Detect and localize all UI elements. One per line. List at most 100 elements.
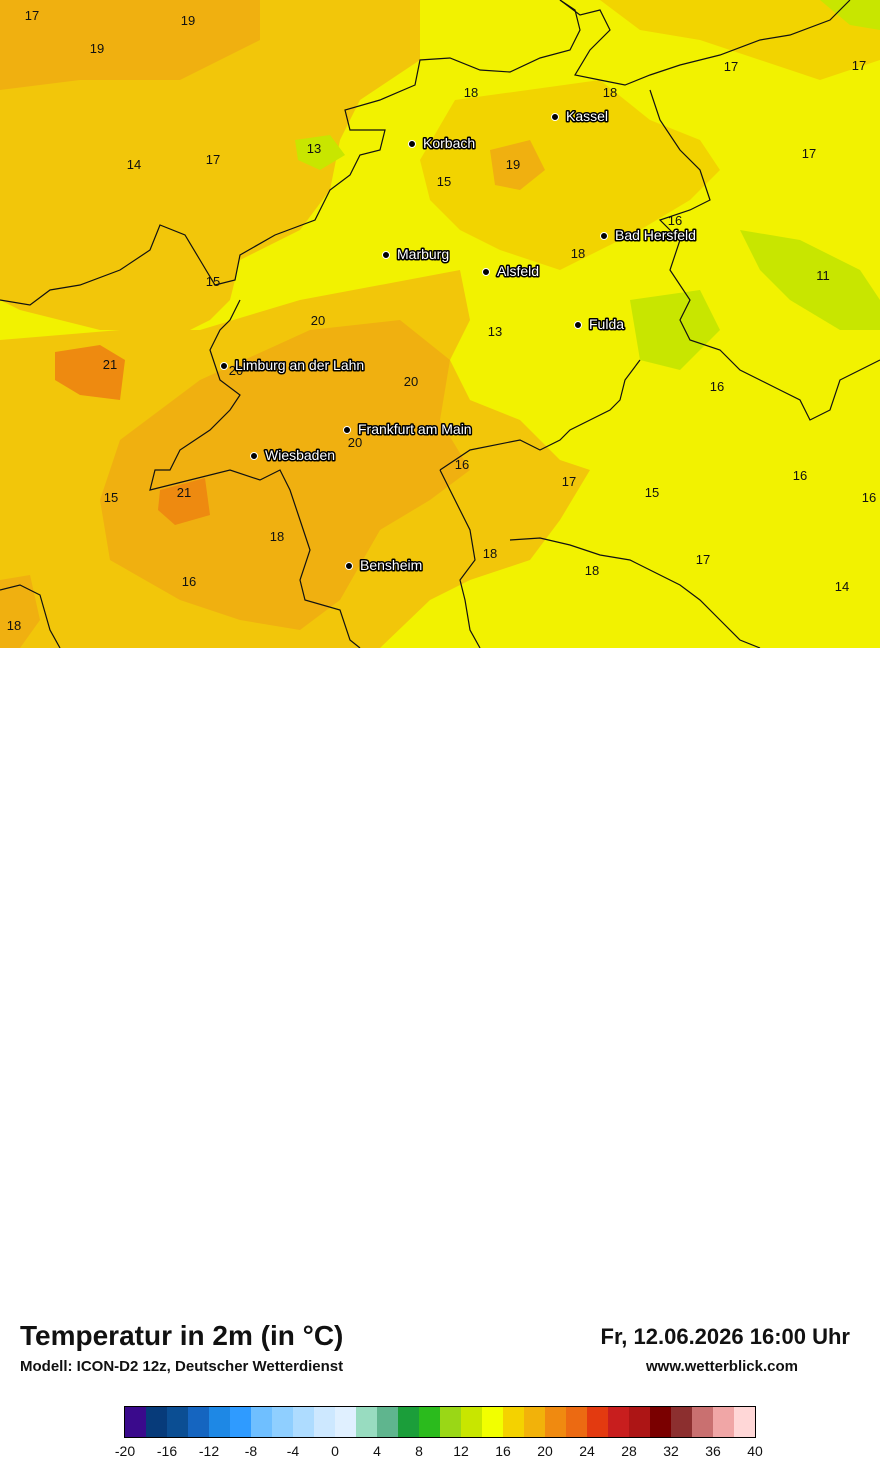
color-swatch xyxy=(314,1407,335,1437)
city-marker[interactable]: Bensheim xyxy=(345,556,424,575)
city-dot xyxy=(482,268,490,276)
temperature-value: 19 xyxy=(90,41,104,56)
color-swatch xyxy=(398,1407,419,1437)
scale-tick-label: 28 xyxy=(621,1443,637,1459)
city-dot xyxy=(250,452,258,460)
temperature-value: 14 xyxy=(835,579,849,594)
city-label: Wiesbaden xyxy=(265,447,335,463)
scale-tick-label: 0 xyxy=(331,1443,339,1459)
state-borders xyxy=(0,0,880,648)
temperature-value: 17 xyxy=(802,146,816,161)
city-label: Frankfurt am Main xyxy=(358,421,472,437)
color-swatch xyxy=(209,1407,230,1437)
city-marker[interactable]: Korbach xyxy=(408,134,477,153)
scale-tick-label: -4 xyxy=(286,1443,300,1459)
temperature-value: 15 xyxy=(104,490,118,505)
color-swatch xyxy=(419,1407,440,1437)
color-swatch xyxy=(524,1407,545,1437)
temperature-value: 17 xyxy=(724,59,738,74)
temperature-value: 15 xyxy=(206,274,220,289)
temperature-value: 18 xyxy=(603,85,617,100)
city-dot xyxy=(382,251,390,259)
color-swatch xyxy=(629,1407,650,1437)
temperature-value: 18 xyxy=(585,563,599,578)
temperature-value: 19 xyxy=(506,157,520,172)
city-marker[interactable]: Frankfurt am Main xyxy=(343,420,473,439)
temperature-value: 17 xyxy=(696,552,710,567)
color-swatch xyxy=(692,1407,713,1437)
scale-tick-label: 24 xyxy=(579,1443,595,1459)
color-scale-legend xyxy=(124,1406,756,1438)
city-dot xyxy=(345,562,353,570)
color-swatch xyxy=(293,1407,314,1437)
city-marker[interactable]: Limburg an der Lahn xyxy=(220,356,366,375)
color-swatch xyxy=(734,1407,755,1437)
city-dot xyxy=(408,140,416,148)
color-swatch xyxy=(461,1407,482,1437)
scale-tick-label: 8 xyxy=(415,1443,423,1459)
color-swatch xyxy=(251,1407,272,1437)
temperature-value: 20 xyxy=(348,435,362,450)
temperature-field xyxy=(0,0,880,648)
city-marker[interactable]: Bad Hersfeld xyxy=(600,226,697,245)
temperature-value: 14 xyxy=(127,157,141,172)
model-info: Modell: ICON-D2 12z, Deutscher Wetterdie… xyxy=(20,1358,344,1375)
color-swatch xyxy=(713,1407,734,1437)
scale-tick-label: 32 xyxy=(663,1443,679,1459)
temperature-value: 13 xyxy=(307,141,321,156)
scale-tick-label: -16 xyxy=(156,1443,178,1459)
color-swatch xyxy=(377,1407,398,1437)
temperature-value: 18 xyxy=(270,529,284,544)
color-swatch xyxy=(335,1407,356,1437)
temperature-value: 15 xyxy=(437,174,451,189)
color-swatch xyxy=(545,1407,566,1437)
map-title: Temperatur in 2m (in °C) xyxy=(20,1320,344,1351)
temperature-value: 17 xyxy=(562,474,576,489)
temperature-value: 18 xyxy=(483,546,497,561)
city-label: Fulda xyxy=(589,316,624,332)
temperature-value: 21 xyxy=(103,357,117,372)
temperature-value: 17 xyxy=(852,58,866,73)
temperature-value: 18 xyxy=(571,246,585,261)
city-label: Limburg an der Lahn xyxy=(235,357,364,373)
color-swatch xyxy=(482,1407,503,1437)
temperature-labels: 17 19 19 18 17 17 18 13 14 17 19 17 15 16 18 11 15 20 13 21… xyxy=(7,8,876,633)
temperature-value: 16 xyxy=(182,574,196,589)
city-marker[interactable]: Wiesbaden xyxy=(250,446,337,465)
color-swatch xyxy=(272,1407,293,1437)
color-swatch xyxy=(503,1407,524,1437)
temperature-value: 15 xyxy=(645,485,659,500)
color-swatch xyxy=(650,1407,671,1437)
scale-tick-label: -8 xyxy=(244,1443,258,1459)
city-marker[interactable]: Fulda xyxy=(574,315,626,334)
temperature-value: 13 xyxy=(488,324,502,339)
temperature-value: 17 xyxy=(206,152,220,167)
color-swatch xyxy=(230,1407,251,1437)
city-marker[interactable]: Kassel xyxy=(551,107,610,126)
city-marker[interactable]: Marburg xyxy=(382,245,451,264)
scale-tick-label: 16 xyxy=(495,1443,511,1459)
city-marker[interactable]: Alsfeld xyxy=(482,262,541,281)
temperature-value: 16 xyxy=(710,379,724,394)
temperature-value: 11 xyxy=(816,268,830,283)
color-swatch xyxy=(356,1407,377,1437)
color-swatch xyxy=(566,1407,587,1437)
temperature-value: 19 xyxy=(181,13,195,28)
temperature-value: 16 xyxy=(793,468,807,483)
scale-tick-label: -12 xyxy=(198,1443,220,1459)
website-link[interactable]: www.wetterblick.com xyxy=(646,1358,798,1375)
color-swatch xyxy=(146,1407,167,1437)
temperature-map[interactable]: 17 19 19 18 17 17 18 13 14 17 19 17 15 16 18 11 15 20 13 21… xyxy=(0,0,880,648)
map-footer: Temperatur in 2m (in °C) Modell: ICON-D2… xyxy=(0,648,880,1459)
city-dot xyxy=(551,113,559,121)
scale-tick-label: -20 xyxy=(114,1443,136,1459)
temperature-value: 18 xyxy=(464,85,478,100)
scale-tick-label: 20 xyxy=(537,1443,553,1459)
color-swatch xyxy=(188,1407,209,1437)
city-label: Bad Hersfeld xyxy=(615,227,696,243)
city-label: Alsfeld xyxy=(497,263,539,279)
temperature-value: 18 xyxy=(7,618,21,633)
temperature-value: 20 xyxy=(311,313,325,328)
temperature-value: 16 xyxy=(862,490,876,505)
color-swatch xyxy=(671,1407,692,1437)
